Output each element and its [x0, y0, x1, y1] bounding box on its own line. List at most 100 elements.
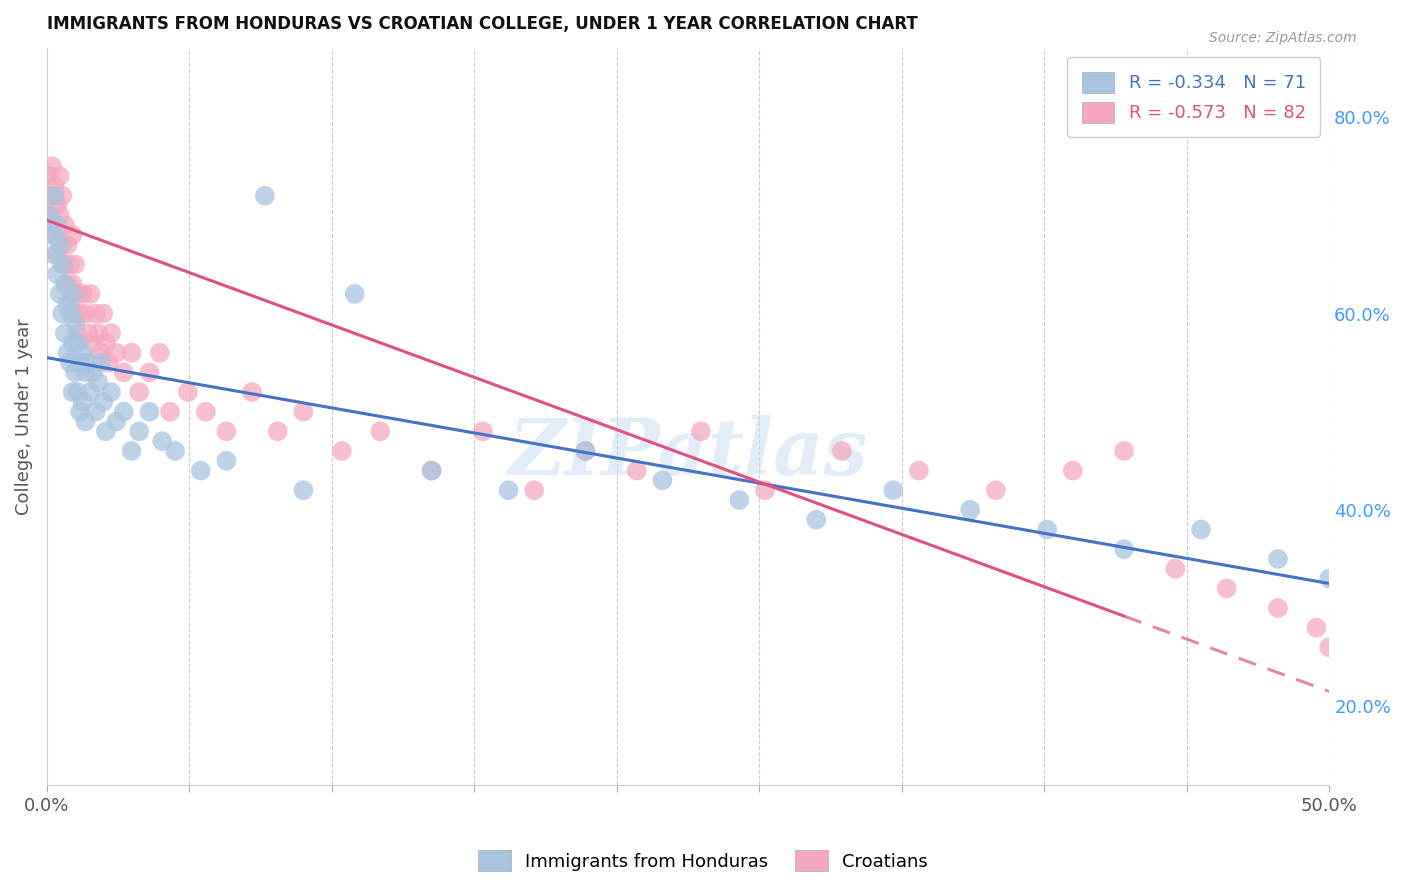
- Point: [69, 306, 91, 320]
- Y-axis label: College, Under 1 year: College, Under 1 year: [15, 318, 32, 515]
- Point: [1344, 542, 1367, 557]
- Point: [138, 366, 160, 380]
- Point: [343, 286, 366, 301]
- Point: [1189, 523, 1212, 537]
- Point: [56, 237, 79, 252]
- Point: [38, 169, 60, 183]
- Text: Source: ZipAtlas.com: Source: ZipAtlas.com: [1209, 31, 1357, 45]
- Point: [84, 405, 107, 419]
- Point: [215, 454, 238, 468]
- Point: [128, 425, 150, 439]
- Point: [1369, 699, 1392, 714]
- Point: [1215, 582, 1237, 596]
- Point: [1112, 542, 1135, 557]
- Point: [51, 306, 73, 320]
- Point: [831, 444, 853, 458]
- Point: [1317, 640, 1340, 655]
- Point: [1395, 582, 1406, 596]
- Point: [1357, 680, 1379, 694]
- Point: [48, 208, 70, 222]
- Point: [908, 464, 931, 478]
- Point: [100, 385, 122, 400]
- Point: [1036, 523, 1059, 537]
- Point: [48, 169, 70, 183]
- Point: [984, 483, 1007, 498]
- Text: IMMIGRANTS FROM HONDURAS VS CROATIAN COLLEGE, UNDER 1 YEAR CORRELATION CHART: IMMIGRANTS FROM HONDURAS VS CROATIAN COL…: [46, 15, 918, 33]
- Point: [165, 444, 187, 458]
- Point: [754, 483, 776, 498]
- Point: [112, 405, 135, 419]
- Point: [87, 376, 110, 390]
- Point: [728, 493, 751, 508]
- Point: [69, 356, 91, 370]
- Point: [292, 483, 315, 498]
- Point: [240, 385, 263, 400]
- Point: [51, 237, 73, 252]
- Point: [368, 425, 391, 439]
- Point: [806, 513, 828, 527]
- Point: [150, 434, 173, 449]
- Point: [194, 405, 217, 419]
- Point: [41, 159, 63, 173]
- Point: [1267, 552, 1289, 566]
- Point: [63, 366, 86, 380]
- Point: [53, 257, 76, 271]
- Point: [330, 444, 353, 458]
- Point: [82, 335, 104, 350]
- Point: [48, 286, 70, 301]
- Point: [66, 385, 89, 400]
- Point: [82, 366, 104, 380]
- Point: [1267, 601, 1289, 615]
- Point: [100, 326, 122, 340]
- Point: [1344, 660, 1367, 674]
- Point: [46, 267, 69, 281]
- Point: [53, 326, 76, 340]
- Point: [51, 188, 73, 202]
- Point: [59, 356, 82, 370]
- Point: [72, 345, 94, 359]
- Point: [53, 277, 76, 291]
- Point: [292, 405, 315, 419]
- Point: [51, 257, 73, 271]
- Point: [53, 218, 76, 232]
- Point: [72, 286, 94, 301]
- Point: [41, 188, 63, 202]
- Point: [574, 444, 596, 458]
- Point: [59, 306, 82, 320]
- Point: [90, 356, 112, 370]
- Point: [1369, 562, 1392, 576]
- Point: [112, 366, 135, 380]
- Point: [94, 425, 117, 439]
- Point: [91, 395, 114, 409]
- Point: [121, 345, 143, 359]
- Point: [574, 444, 596, 458]
- Point: [77, 326, 100, 340]
- Point: [38, 208, 60, 222]
- Point: [91, 306, 114, 320]
- Point: [97, 356, 120, 370]
- Point: [75, 306, 97, 320]
- Point: [66, 326, 89, 340]
- Point: [38, 208, 60, 222]
- Point: [63, 316, 86, 330]
- Point: [105, 345, 128, 359]
- Text: ZIPatlas: ZIPatlas: [509, 415, 868, 491]
- Point: [138, 405, 160, 419]
- Point: [1112, 444, 1135, 458]
- Point: [159, 405, 181, 419]
- Point: [62, 286, 84, 301]
- Point: [44, 178, 66, 193]
- Point: [56, 345, 79, 359]
- Legend: Immigrants from Honduras, Croatians: Immigrants from Honduras, Croatians: [471, 843, 935, 879]
- Point: [56, 277, 79, 291]
- Point: [420, 464, 443, 478]
- Point: [48, 237, 70, 252]
- Point: [44, 247, 66, 261]
- Point: [471, 425, 494, 439]
- Point: [56, 296, 79, 310]
- Point: [128, 385, 150, 400]
- Point: [149, 345, 172, 359]
- Point: [44, 188, 66, 202]
- Point: [79, 286, 101, 301]
- Point: [41, 227, 63, 242]
